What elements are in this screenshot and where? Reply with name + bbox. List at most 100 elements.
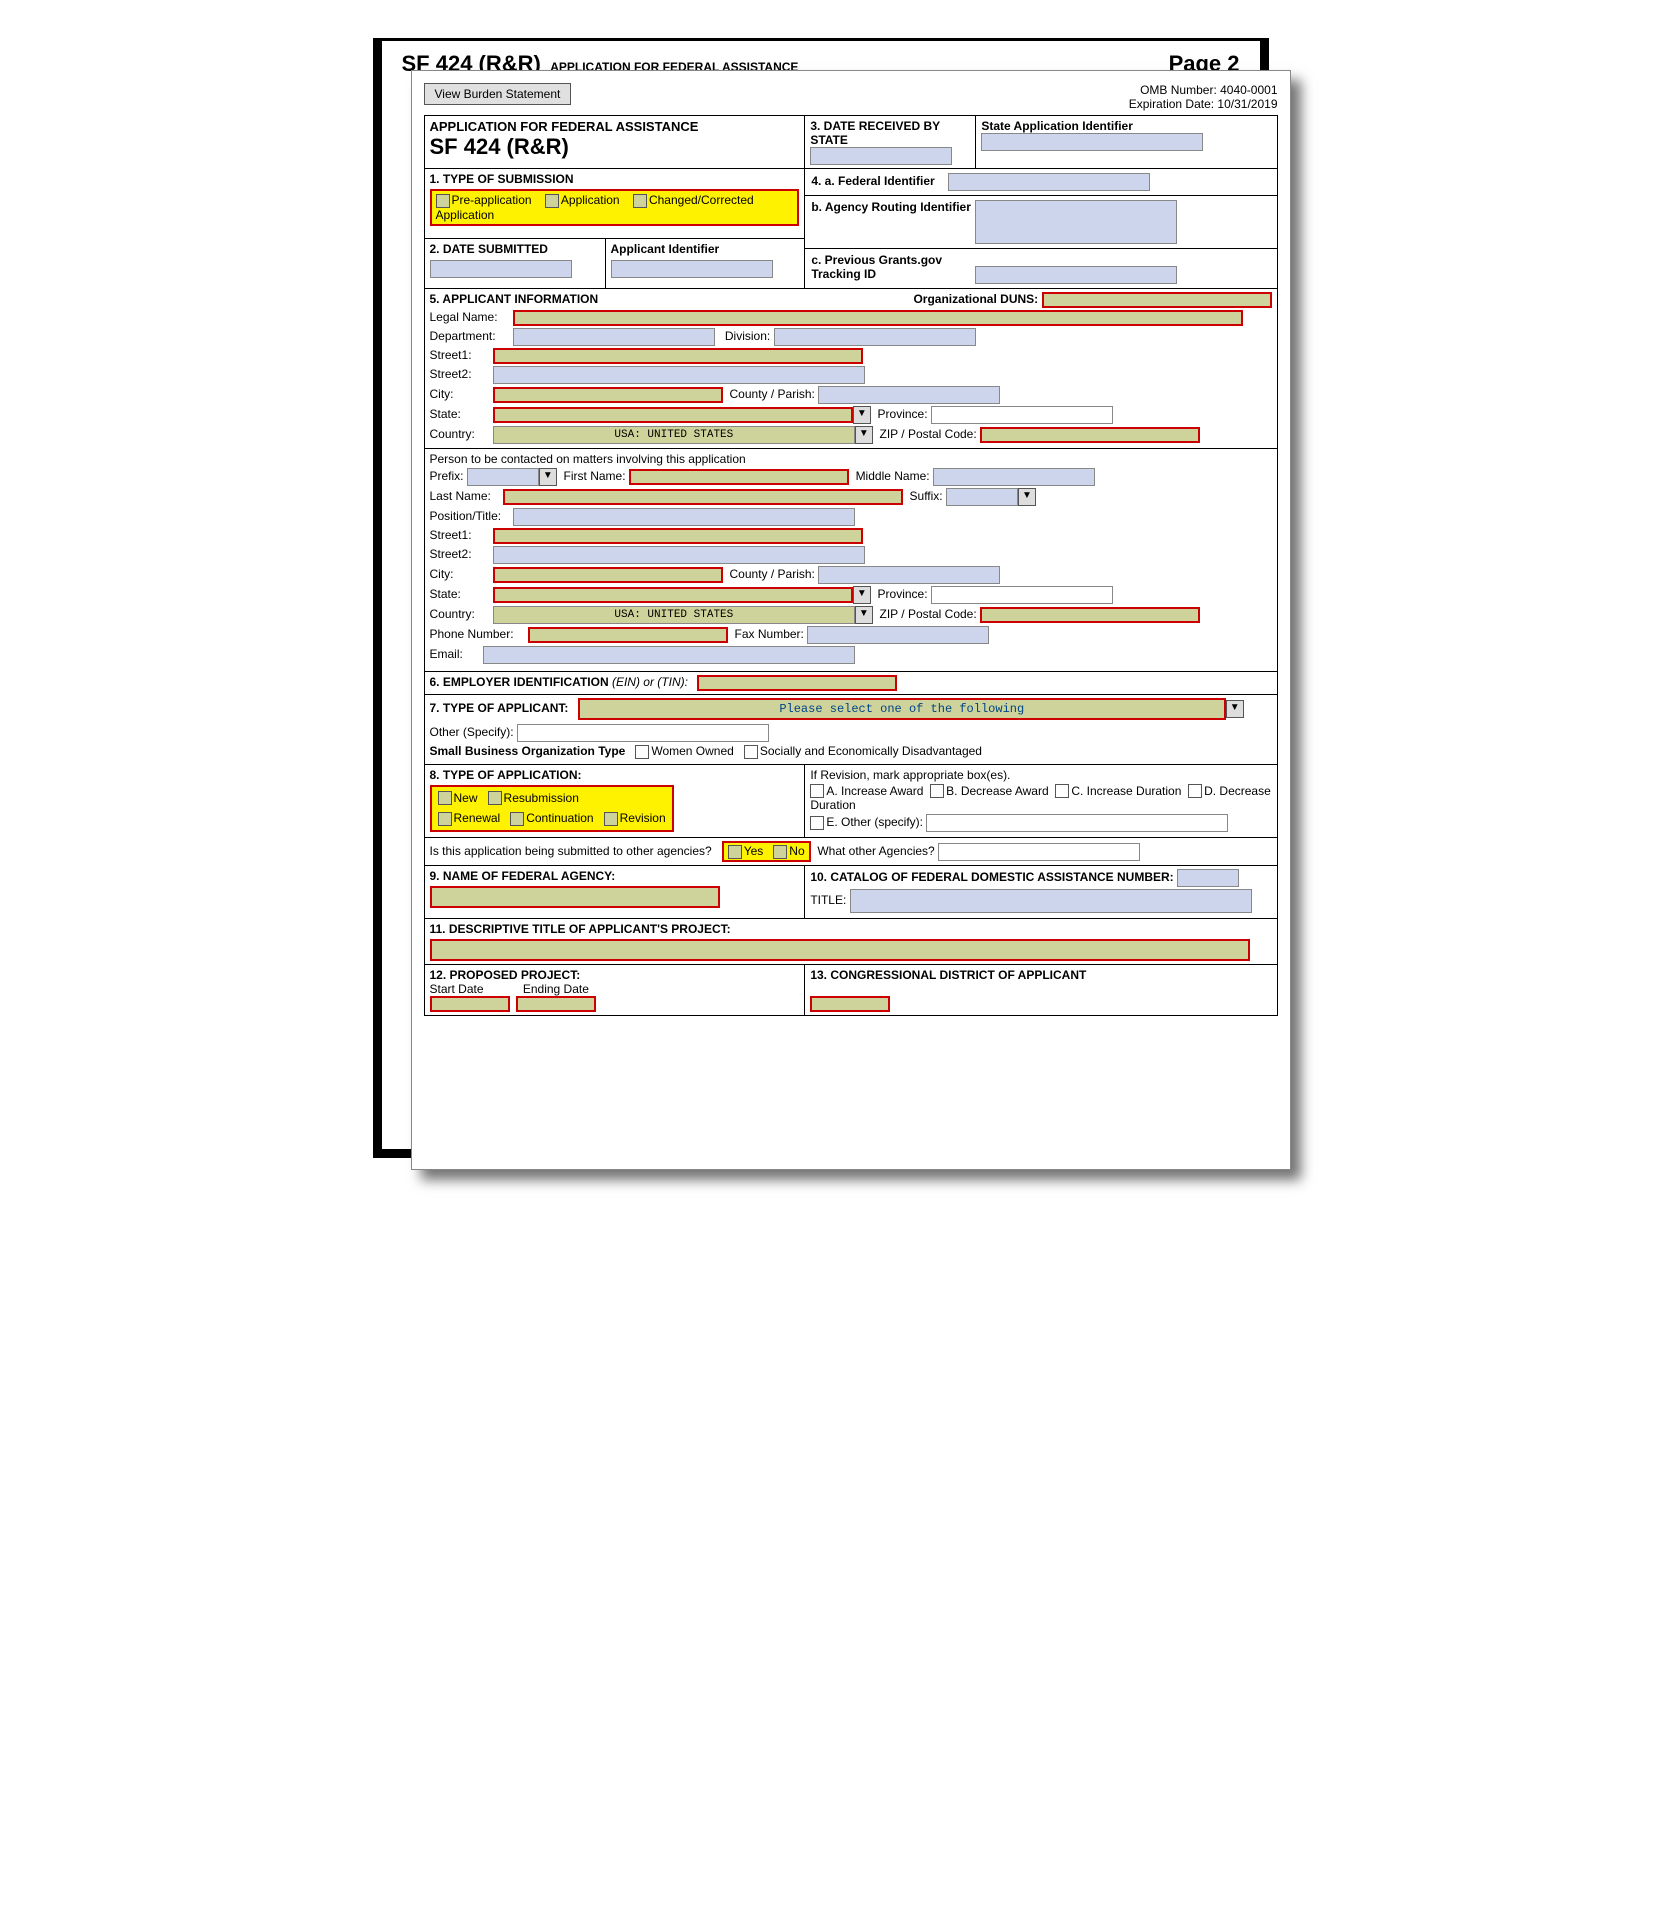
view-burden-button[interactable]: View Burden Statement: [424, 83, 572, 105]
prefix-field[interactable]: [467, 468, 539, 486]
sed-checkbox[interactable]: [744, 745, 758, 759]
c-county-field[interactable]: [818, 566, 1000, 584]
c-province-label: Province:: [878, 587, 928, 601]
rev-e-field[interactable]: [926, 814, 1228, 832]
cont-checkbox[interactable]: [510, 812, 524, 826]
rev-a-checkbox[interactable]: [810, 784, 824, 798]
ein-field[interactable]: [697, 675, 897, 691]
changed-checkbox[interactable]: [633, 194, 647, 208]
renewal-checkbox[interactable]: [438, 812, 452, 826]
rev-e-checkbox[interactable]: [810, 816, 824, 830]
app-checkbox[interactable]: [545, 194, 559, 208]
c-province-field[interactable]: [931, 586, 1113, 604]
women-owned-checkbox[interactable]: [635, 745, 649, 759]
c-street2-field[interactable]: [493, 546, 865, 564]
cfda-title-field[interactable]: [850, 889, 1252, 913]
phone-field[interactable]: [528, 627, 728, 643]
section-6-label: 6. EMPLOYER IDENTIFICATION: [430, 675, 609, 689]
end-date-field[interactable]: [516, 996, 596, 1012]
section-5-label: 5. APPLICANT INFORMATION: [430, 292, 599, 306]
position-field[interactable]: [513, 508, 855, 526]
project-title-field[interactable]: [430, 939, 1250, 961]
date-submitted-field[interactable]: [430, 260, 572, 278]
other-specify-field[interactable]: [517, 724, 769, 742]
resub-checkbox[interactable]: [488, 791, 502, 805]
c-country-dropdown-icon[interactable]: ▼: [855, 606, 873, 624]
omb-number: OMB Number: 4040-0001: [1129, 83, 1278, 97]
department-field[interactable]: [513, 328, 715, 346]
province-label: Province:: [878, 407, 928, 421]
app-identifier-field[interactable]: [611, 260, 773, 278]
city-field[interactable]: [493, 387, 723, 403]
country-dropdown-icon[interactable]: ▼: [855, 426, 873, 444]
state-app-id-field[interactable]: [981, 133, 1203, 151]
rev-e-label: E. Other (specify):: [826, 816, 923, 830]
legal-name-label: Legal Name:: [430, 310, 510, 324]
legal-name-field[interactable]: [513, 310, 1243, 326]
end-date-label: Ending Date: [523, 982, 589, 996]
section-11-label: 11. DESCRIPTIVE TITLE OF APPLICANT'S PRO…: [430, 922, 1272, 936]
fax-field[interactable]: [807, 626, 989, 644]
street1-field[interactable]: [493, 348, 863, 364]
agency-routing-field[interactable]: [975, 200, 1177, 244]
fed-id-field[interactable]: [948, 173, 1150, 191]
cfda-number-field[interactable]: [1177, 869, 1239, 887]
suffix-field[interactable]: [946, 488, 1018, 506]
date-received-field[interactable]: [810, 147, 952, 165]
c-zip-label: ZIP / Postal Code:: [880, 607, 977, 621]
middlename-label: Middle Name:: [856, 469, 930, 483]
org-duns-field[interactable]: [1042, 292, 1272, 308]
congressional-district-field[interactable]: [810, 996, 890, 1012]
street1-label: Street1:: [430, 348, 490, 362]
preapp-checkbox[interactable]: [436, 194, 450, 208]
state-dropdown-icon[interactable]: ▼: [853, 406, 871, 424]
rev-b-checkbox[interactable]: [930, 784, 944, 798]
app-type-group: New Resubmission Renewal Continuation Re…: [430, 785, 674, 833]
what-agencies-field[interactable]: [938, 843, 1140, 861]
c-state-field[interactable]: [493, 587, 853, 603]
rev-checkbox[interactable]: [604, 812, 618, 826]
division-label: Division:: [725, 329, 770, 343]
firstname-label: First Name:: [564, 469, 626, 483]
province-field[interactable]: [931, 406, 1113, 424]
rev-label: Revision: [620, 811, 666, 825]
c-zip-field[interactable]: [980, 607, 1200, 623]
country-field[interactable]: USA: UNITED STATES: [493, 426, 855, 444]
street2-field[interactable]: [493, 366, 865, 384]
middlename-field[interactable]: [933, 468, 1095, 486]
fed-id-label: 4. a. Federal Identifier: [811, 174, 934, 188]
app-identifier-label: Applicant Identifier: [611, 242, 800, 256]
c-state-dropdown-icon[interactable]: ▼: [853, 586, 871, 604]
zip-field[interactable]: [980, 427, 1200, 443]
federal-agency-field[interactable]: [430, 886, 720, 908]
start-date-field[interactable]: [430, 996, 510, 1012]
contact-heading: Person to be contacted on matters involv…: [430, 452, 1272, 466]
rev-d-checkbox[interactable]: [1188, 784, 1202, 798]
suffix-dropdown-icon[interactable]: ▼: [1018, 488, 1036, 506]
no-checkbox[interactable]: [773, 845, 787, 859]
lastname-field[interactable]: [503, 489, 903, 505]
fax-label: Fax Number:: [735, 627, 804, 641]
email-field[interactable]: [483, 646, 855, 664]
section-2-label: 2. DATE SUBMITTED: [430, 242, 600, 256]
c-country-label: Country:: [430, 607, 490, 621]
phone-label: Phone Number:: [430, 627, 525, 641]
yes-checkbox[interactable]: [728, 845, 742, 859]
prev-tracking-field[interactable]: [975, 266, 1177, 284]
c-city-field[interactable]: [493, 567, 723, 583]
section-7-label: 7. TYPE OF APPLICANT:: [430, 701, 569, 715]
applicant-type-dropdown-icon[interactable]: ▼: [1226, 700, 1244, 718]
app-label: Application: [561, 193, 620, 207]
suffix-label: Suffix:: [910, 489, 943, 503]
applicant-type-select[interactable]: Please select one of the following: [578, 698, 1226, 720]
firstname-field[interactable]: [629, 469, 849, 485]
c-country-field[interactable]: USA: UNITED STATES: [493, 606, 855, 624]
new-checkbox[interactable]: [438, 791, 452, 805]
state-field[interactable]: [493, 407, 853, 423]
county-field[interactable]: [818, 386, 1000, 404]
division-field[interactable]: [774, 328, 976, 346]
street2-label: Street2:: [430, 367, 490, 381]
rev-c-checkbox[interactable]: [1055, 784, 1069, 798]
c-street1-field[interactable]: [493, 528, 863, 544]
prefix-dropdown-icon[interactable]: ▼: [539, 468, 557, 486]
